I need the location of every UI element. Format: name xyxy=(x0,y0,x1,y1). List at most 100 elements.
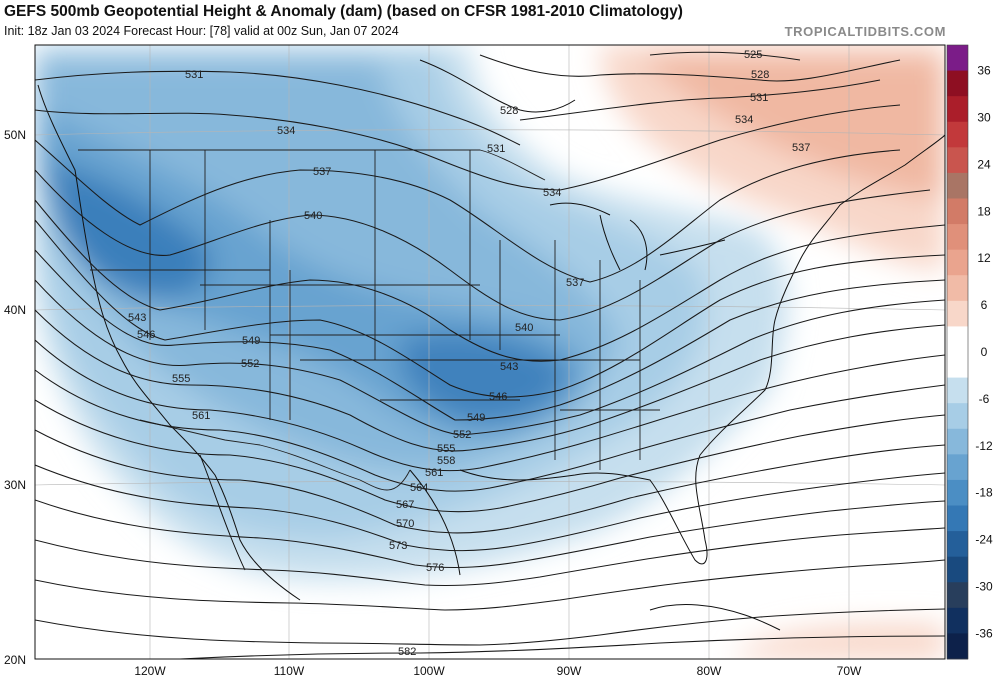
contour-585 xyxy=(179,635,945,659)
colorbar-tick-label: 36 xyxy=(977,64,991,78)
contour-576 xyxy=(35,527,945,587)
positive-anomaly-northeast-core xyxy=(640,55,945,200)
contour-549 xyxy=(35,249,945,421)
brand-watermark: TROPICALTIDBITS.COM xyxy=(784,24,946,39)
contour-label: 543 xyxy=(128,312,146,324)
colorbar-swatch xyxy=(947,70,968,97)
colorbar-swatch xyxy=(947,96,968,123)
contour-label-layer: 525 528 528 531 531 531 534 534 534 537 … xyxy=(128,49,810,658)
colorbar-tick-label: 6 xyxy=(981,298,988,312)
contour-label: 552 xyxy=(241,358,259,370)
colorbar-swatch xyxy=(947,479,968,506)
map-title: GEFS 500mb Geopotential Height & Anomaly… xyxy=(4,3,683,20)
header: GEFS 500mb Geopotential Height & Anomaly… xyxy=(4,3,764,38)
contour-552 xyxy=(35,279,945,436)
colorbar-swatch xyxy=(947,582,968,609)
colorbar-swatch xyxy=(947,607,968,634)
contour-label: 540 xyxy=(515,322,533,334)
positive-anomaly-caribbean xyxy=(730,623,945,659)
anomaly-fill-layer xyxy=(35,45,945,659)
contour-534 xyxy=(35,104,901,191)
colorbar-swatch xyxy=(947,172,968,199)
latitude-axis: 50N 40N 30N 20N xyxy=(4,128,26,667)
colorbar-swatch xyxy=(947,249,968,276)
lon-label: 110W xyxy=(274,664,305,678)
longitude-axis: 120W 110W 100W 90W 80W 70W xyxy=(134,664,862,678)
colorbar-tick-label: -24 xyxy=(975,533,993,547)
contour-label: 543 xyxy=(500,361,518,373)
contour-label: 546 xyxy=(137,329,155,341)
colorbar-swatch xyxy=(947,275,968,302)
lat-label: 50N xyxy=(4,128,26,142)
cuba xyxy=(649,604,781,631)
anomaly-colorbar: 36 30 24 18 12 6 0 -6 -12 -18 -24 -30 -36 xyxy=(946,44,993,660)
colorbar-swatch xyxy=(947,454,968,481)
contour-555 xyxy=(35,309,945,452)
contour-546 xyxy=(35,219,945,398)
contour-561 xyxy=(35,369,945,492)
contour-label: 549 xyxy=(467,412,485,424)
contour-label: 570 xyxy=(396,518,414,530)
colorbar-tick-label: -6 xyxy=(979,392,990,406)
contour-label: 549 xyxy=(242,335,260,347)
contour-label: 546 xyxy=(489,391,507,403)
colorbar-swatch xyxy=(947,326,968,353)
contour-label: 531 xyxy=(185,69,203,81)
colorbar-swatch xyxy=(947,428,968,455)
lon-label: 120W xyxy=(134,664,166,678)
contour-label: 555 xyxy=(172,373,190,385)
contour-558 xyxy=(35,339,945,472)
colorbar-swatch xyxy=(947,45,968,71)
lon-label: 80W xyxy=(697,664,722,678)
contour-label: 540 xyxy=(304,210,322,222)
gulf-coast xyxy=(409,454,708,576)
contour-579 xyxy=(35,559,945,611)
contour-label: 576 xyxy=(426,562,444,574)
colorbar-frame xyxy=(946,44,969,660)
contour-label: 534 xyxy=(277,125,295,137)
colorbar-tick-label: -12 xyxy=(975,439,993,453)
us-canada-border xyxy=(78,149,546,181)
colorbar-swatch xyxy=(947,505,968,532)
hudson-bay xyxy=(419,59,576,113)
contour-label: 558 xyxy=(437,455,455,467)
contour-label: 537 xyxy=(566,277,584,289)
contour-528 xyxy=(479,54,901,82)
contour-label: 537 xyxy=(313,166,331,178)
baja-california xyxy=(199,454,246,571)
lon-label: 90W xyxy=(557,664,582,678)
colorbar-tick-label: -36 xyxy=(975,626,993,640)
contour-564 xyxy=(35,399,945,513)
contour-label: 573 xyxy=(389,540,407,552)
contour-540 xyxy=(35,169,931,321)
contour-label: 531 xyxy=(750,92,768,104)
contour-label: 534 xyxy=(735,114,753,126)
contour-525 xyxy=(649,51,801,61)
height-contours xyxy=(35,51,945,659)
contour-label: 525 xyxy=(744,49,762,61)
state-lines xyxy=(90,150,660,470)
colorbar-swatch xyxy=(947,300,968,327)
contour-label: 582 xyxy=(398,646,416,658)
atlantic-coast xyxy=(699,134,945,456)
contour-573 xyxy=(35,499,945,568)
map-frame xyxy=(34,44,946,660)
colorbar-swatch xyxy=(947,377,968,404)
contour-531-east xyxy=(519,79,881,121)
colorbar-swatch xyxy=(947,147,968,174)
negative-anomaly-core-west xyxy=(45,160,212,300)
colorbar-tick-label: 24 xyxy=(977,157,991,171)
contour-label: 528 xyxy=(500,105,518,117)
colorbar-swatch xyxy=(947,633,968,660)
contour-label: 528 xyxy=(751,69,769,81)
colorbar-tick-label: -18 xyxy=(975,486,993,500)
lat-label: 20N xyxy=(4,653,26,667)
colorbar-tick-label: 30 xyxy=(977,111,991,125)
lon-label: 70W xyxy=(837,664,862,678)
lon-label: 100W xyxy=(413,664,445,678)
colorbar-tick-label: -30 xyxy=(975,580,993,594)
colorbar-swatch xyxy=(947,198,968,225)
contour-567 xyxy=(35,429,945,534)
colorbar-swatch xyxy=(947,121,968,148)
